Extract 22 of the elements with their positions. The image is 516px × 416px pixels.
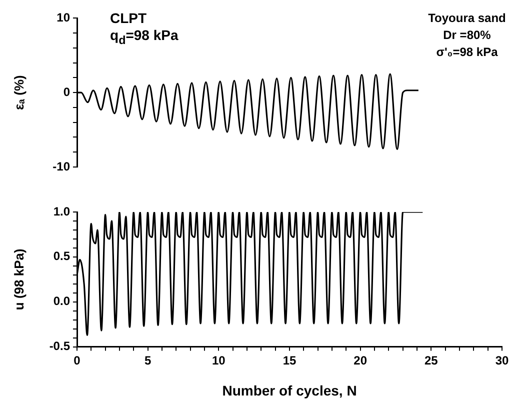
annotation: q$_{d}$=98 kPa: [110, 27, 178, 49]
annotation: σ'₀=98 kPa: [435, 44, 499, 61]
x-tick-label: 20: [354, 353, 368, 368]
x-tick-label: 25: [424, 353, 438, 368]
y-tick-label: 0.0: [53, 294, 70, 308]
annotation: CLPT: [110, 10, 148, 27]
x-tick-label: 5: [144, 353, 152, 368]
y-tick-label: -0.5: [49, 339, 70, 354]
y-tick-label: 0: [63, 84, 70, 99]
x-axis-title: Number of cycles, N: [222, 382, 357, 398]
y-axis-title: u (98 kPa): [11, 248, 26, 310]
y-axis-title: εₐ (%): [11, 75, 26, 110]
x-tick-label: 30: [495, 353, 509, 368]
x-tick-label: 10: [212, 353, 226, 368]
y-tick-label: -10: [52, 159, 70, 174]
annotation: Dr =80%: [442, 27, 492, 44]
y-tick-label: 10: [56, 10, 70, 25]
x-tick-label: 15: [282, 353, 296, 368]
y-tick-label: 0.5: [53, 249, 70, 264]
annotation: Toyoura sand: [427, 10, 507, 27]
y-tick-label: 1.0: [53, 204, 70, 218]
x-tick-label: 0: [74, 353, 81, 368]
